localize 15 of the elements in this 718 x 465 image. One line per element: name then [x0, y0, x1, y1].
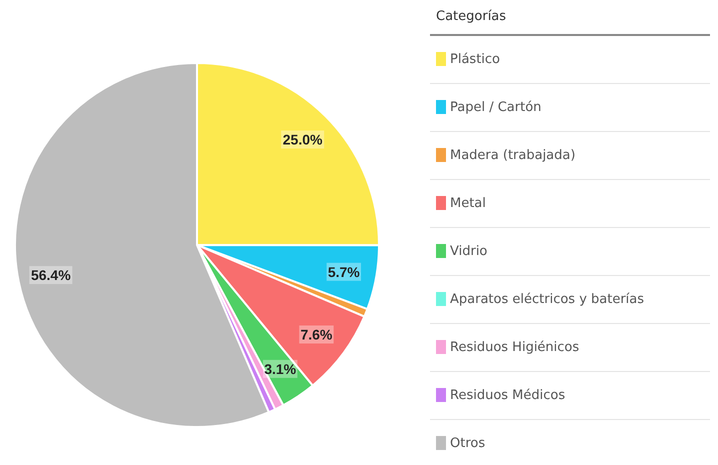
legend-label: Plástico — [450, 52, 500, 66]
data-label: 56.4% — [30, 267, 72, 284]
legend-label: Aparatos eléctricos y baterías — [450, 292, 644, 306]
legend-label: Papel / Cartón — [450, 100, 542, 114]
legend-title: Categorías — [430, 0, 710, 36]
legend-label: Residuos Médicos — [450, 388, 566, 402]
legend-label: Otros — [450, 436, 486, 450]
legend-label: Residuos Higiénicos — [450, 340, 580, 354]
legend-label: Metal — [450, 196, 486, 210]
legend-label: Vidrio — [450, 244, 488, 258]
data-label: 5.7% — [328, 264, 360, 280]
data-label: 25.0% — [282, 132, 324, 148]
data-label: 3.1% — [264, 360, 297, 377]
legend-label: Madera (trabajada) — [450, 148, 576, 162]
data-label: 7.6% — [300, 326, 333, 342]
